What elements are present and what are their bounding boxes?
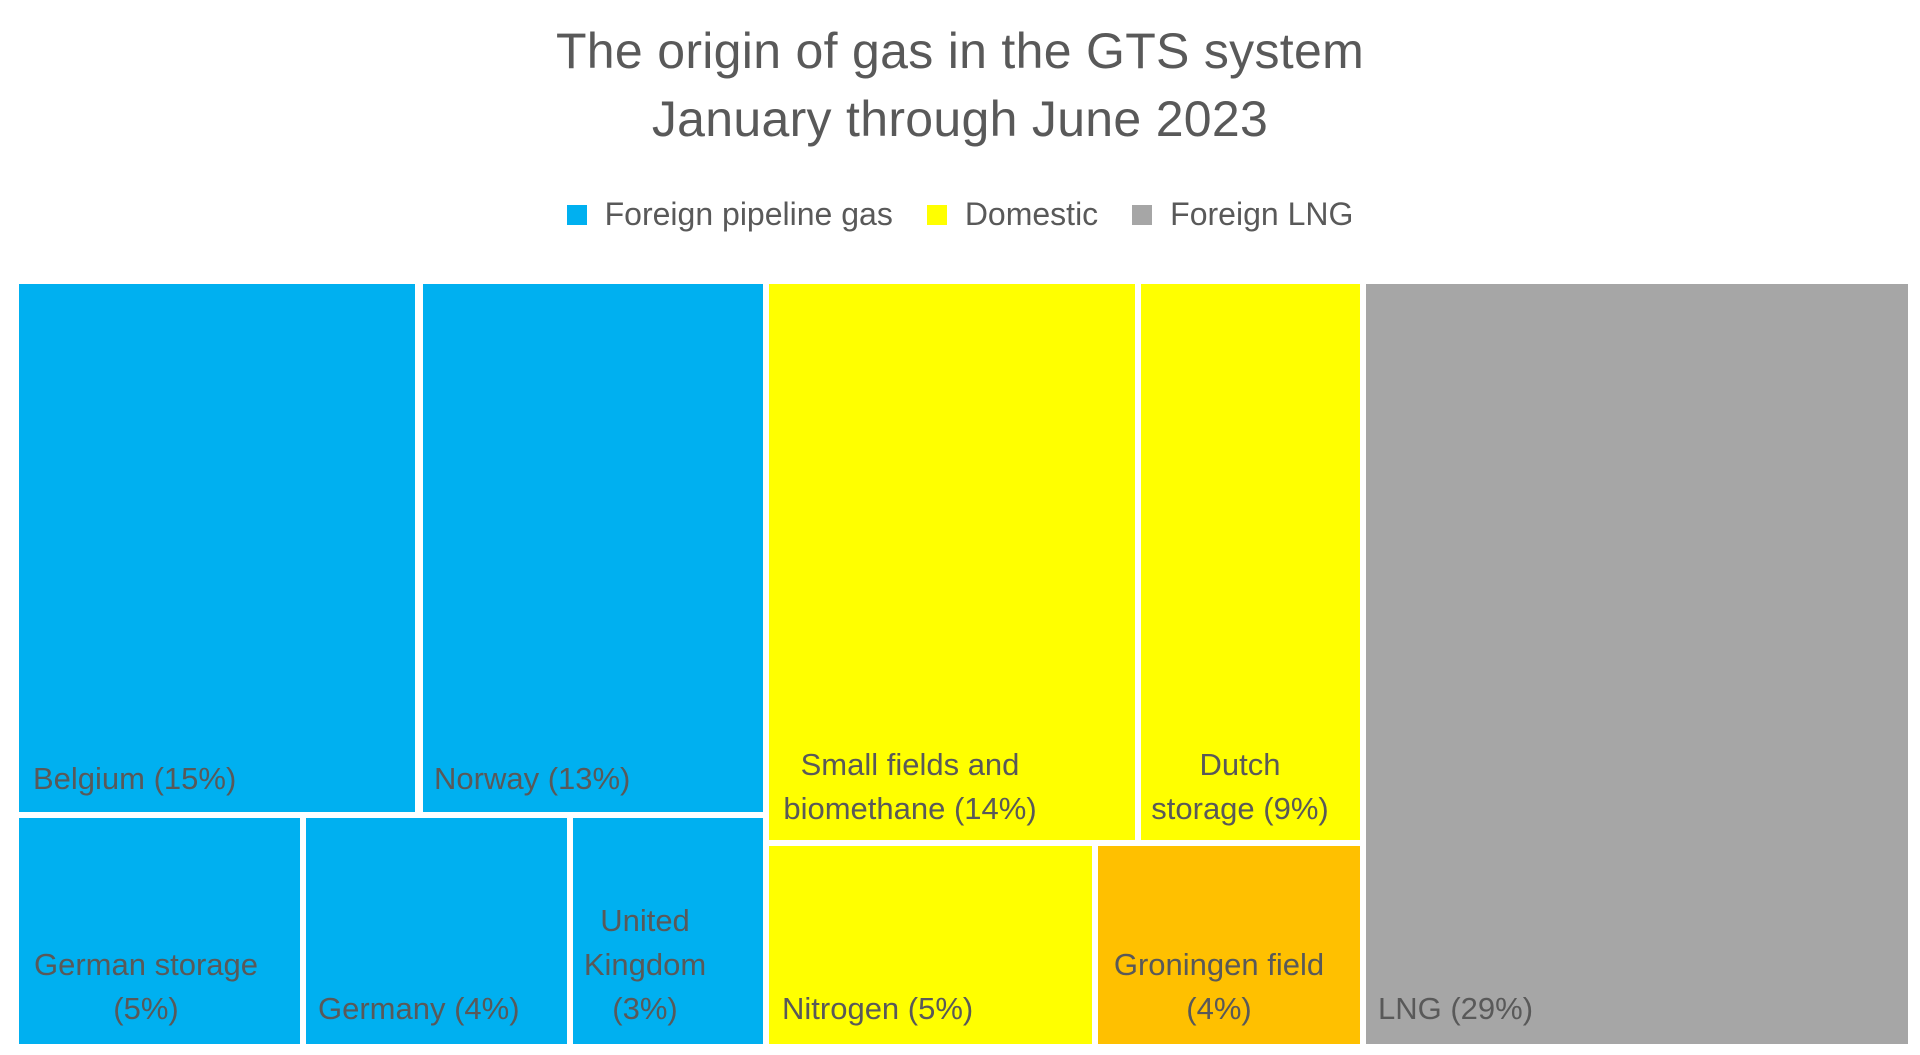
treemap-label-germany: Germany (4%)	[318, 991, 520, 1026]
treemap-tile-germany	[306, 818, 567, 1044]
treemap-label-groningen-field: Groningen field (4%)	[1114, 947, 1324, 1026]
chart-legend: Foreign pipeline gas Domestic Foreign LN…	[0, 196, 1920, 233]
legend-swatch-foreign-pipeline-gas	[566, 204, 587, 225]
treemap-label-belgium: Belgium (15%)	[33, 761, 236, 796]
treemap-label-german-storage: German storage (5%)	[34, 947, 258, 1026]
treemap-tile-united-kingdom	[573, 818, 763, 1044]
treemap-tile-small-fields-and-biomethane	[769, 284, 1135, 840]
treemap-tile-lng	[1366, 284, 1908, 1044]
treemap-label-lng: LNG (29%)	[1378, 991, 1533, 1026]
legend-item-domestic: Domestic	[926, 196, 1099, 233]
legend-label-domestic: Domestic	[964, 196, 1099, 232]
legend-item-foreign-pipeline-gas: Foreign pipeline gas	[566, 196, 893, 233]
treemap-label-norway: Norway (13%)	[434, 761, 630, 796]
legend-item-foreign-lng: Foreign LNG	[1132, 196, 1353, 233]
treemap-tile-norway	[423, 284, 763, 812]
legend-label-foreign-lng: Foreign LNG	[1170, 196, 1354, 232]
treemap-tile-nitrogen	[769, 846, 1092, 1044]
treemap-tile-belgium	[19, 284, 415, 812]
treemap-tile-groningen-field	[1098, 846, 1360, 1044]
treemap-label-small-fields-and-biomethane: Small fields and biomethane (14%)	[783, 747, 1036, 826]
treemap-label-nitrogen: Nitrogen (5%)	[782, 991, 973, 1026]
legend-swatch-domestic	[926, 204, 947, 225]
legend-label-foreign-pipeline-gas: Foreign pipeline gas	[604, 196, 893, 232]
treemap-tile-german-storage	[19, 818, 300, 1044]
chart-title-line-1: The origin of gas in the GTS system	[555, 23, 1365, 79]
legend-swatch-foreign-lng	[1132, 204, 1153, 225]
treemap-label-dutch-storage: Dutch storage (9%)	[1151, 747, 1328, 826]
treemap-tile-dutch-storage	[1141, 284, 1360, 840]
chart-title-line-2: January through June 2023	[651, 91, 1269, 147]
treemap-label-united-kingdom: United Kingdom (3%)	[584, 903, 706, 1026]
